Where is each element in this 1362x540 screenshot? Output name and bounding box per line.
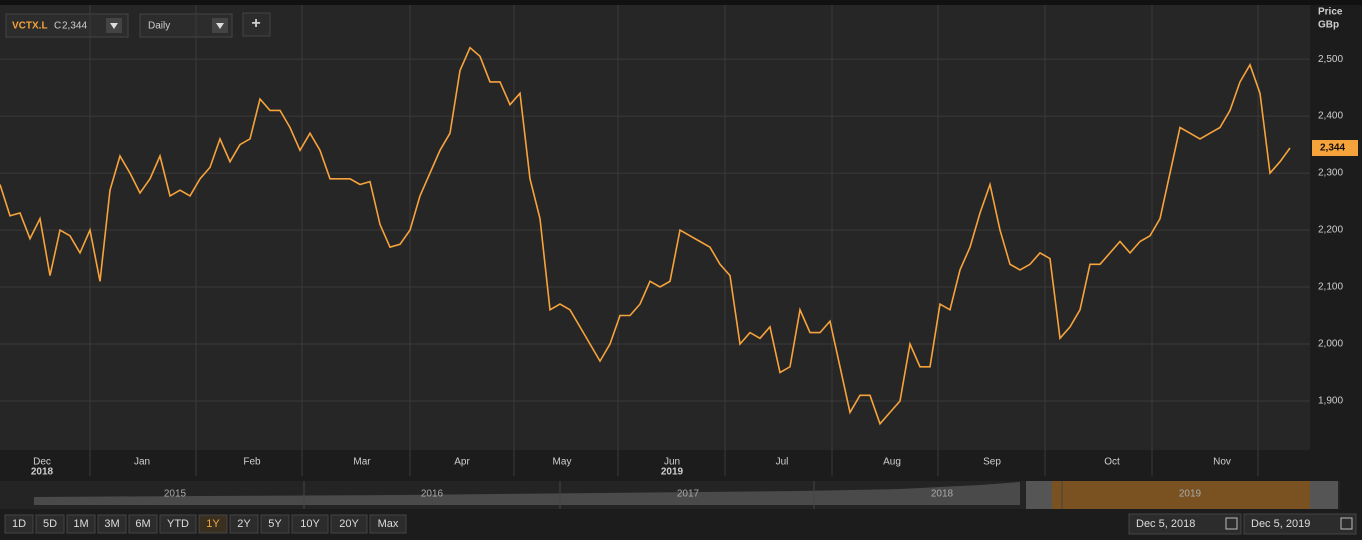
x-tick-label: Nov [1213, 457, 1231, 468]
range-label: 3M [104, 518, 119, 530]
range-button[interactable] [369, 514, 407, 534]
interval-box[interactable] [139, 13, 233, 38]
plot-area [0, 5, 1310, 450]
y-tick-label: 2,100 [1318, 282, 1343, 293]
calendar-icon[interactable] [1340, 517, 1353, 530]
close: 2,344 [62, 21, 87, 32]
x-tick-label: Aug [883, 457, 901, 468]
range-button[interactable] [330, 514, 368, 534]
arrow [216, 23, 224, 29]
navigator-area [34, 482, 1020, 505]
x-tick-label: Sep [983, 457, 1001, 468]
range-label: 6M [135, 518, 150, 530]
handle[interactable] [1310, 481, 1338, 509]
range-button[interactable] [229, 514, 259, 534]
range-label: 1M [73, 518, 88, 530]
y-tick-label: 2,400 [1318, 111, 1343, 122]
date: Dec 5, 2018 [1136, 518, 1195, 530]
range-button[interactable] [66, 514, 96, 534]
handle[interactable] [1026, 481, 1052, 509]
x-tick-label: Apr [454, 457, 470, 468]
range-button[interactable] [4, 514, 34, 534]
range-label: 2Y [237, 518, 251, 530]
range-label: 5D [43, 518, 57, 530]
year-label: 2019 [661, 467, 684, 478]
y-tick-label: 2,300 [1318, 168, 1343, 179]
range-button[interactable] [291, 514, 329, 534]
range-button[interactable] [97, 514, 127, 534]
range-button[interactable] [198, 514, 228, 534]
year-label: 2018 [31, 467, 54, 478]
symbol-box[interactable] [5, 13, 129, 38]
x-tick-label: May [553, 457, 572, 468]
nav-year: 2018 [931, 489, 954, 500]
price-line [0, 46, 1291, 426]
arrow [110, 23, 118, 29]
nav-year: 2015 [164, 489, 187, 500]
x-tick-label: Jul [776, 457, 789, 468]
calendar-icon[interactable] [1225, 517, 1238, 530]
range-button[interactable] [35, 514, 65, 534]
y-tick-label: 1,900 [1318, 396, 1343, 407]
current-badge [1312, 140, 1358, 157]
x-tick-label: Dec [33, 457, 51, 468]
range-label: 1D [12, 518, 26, 530]
range-button[interactable] [128, 514, 158, 534]
nav-year: 2019 [1179, 489, 1202, 500]
symbol: VCTX.L [12, 21, 48, 32]
add-button[interactable] [242, 12, 271, 37]
range-label: YTD [167, 518, 189, 530]
add: + [251, 15, 260, 32]
toolbar: VCTX.L C 2,344 Daily + [5, 12, 271, 38]
x-tick-label: Jan [134, 457, 150, 468]
range-button[interactable] [159, 514, 197, 534]
range-label: 20Y [339, 518, 359, 530]
x-tick-label: Feb [243, 457, 261, 468]
x-tick-label: Oct [1104, 457, 1120, 468]
range-label: 5Y [268, 518, 282, 530]
y-tick-label: 2,000 [1318, 339, 1343, 350]
date-box[interactable] [1243, 513, 1357, 535]
top-strip [0, 0, 1362, 5]
date: Dec 5, 2019 [1251, 518, 1310, 530]
nav-year: 2016 [421, 489, 444, 500]
navigator-selection[interactable] [1040, 481, 1310, 509]
interval: Daily [148, 21, 170, 32]
current-label: 2,344 [1320, 143, 1345, 154]
date-box[interactable] [1128, 513, 1242, 535]
x-tick-label: Jun [664, 457, 680, 468]
x-tick-label: Mar [353, 457, 371, 468]
y-tick-label: 2,200 [1318, 225, 1343, 236]
nav-year: 2017 [677, 489, 700, 500]
range-label: Max [378, 518, 399, 530]
axis-title: Price [1318, 7, 1343, 18]
close-prefix: C [54, 21, 61, 32]
y-tick-label: 2,500 [1318, 54, 1343, 65]
axis-title: GBp [1318, 20, 1339, 31]
range-button[interactable] [260, 514, 290, 534]
range-label: 1Y [206, 518, 220, 530]
range-label: 10Y [300, 518, 320, 530]
